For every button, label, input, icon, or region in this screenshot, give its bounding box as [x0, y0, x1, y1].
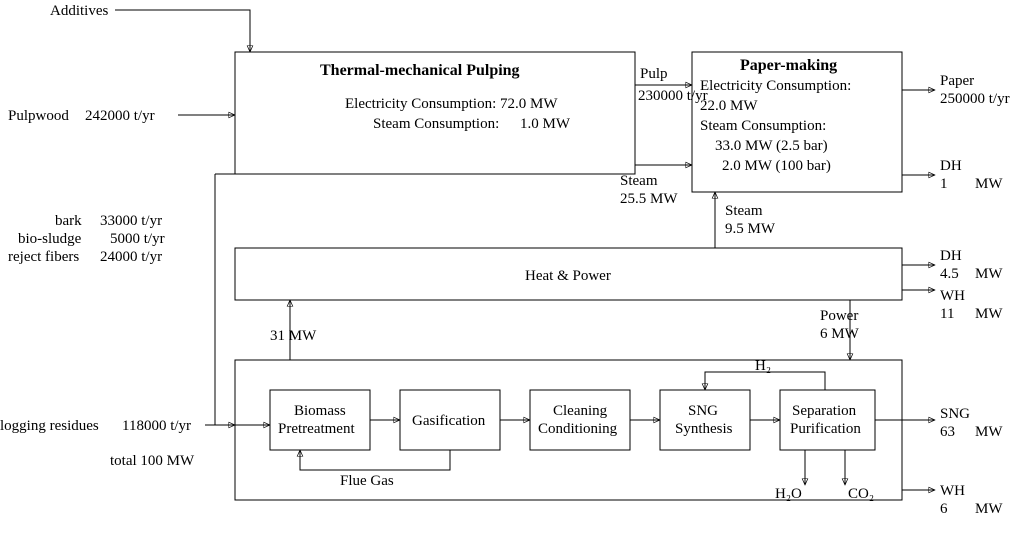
input-bark-label: bark: [55, 213, 82, 229]
output-dh2-l1: DH: [940, 248, 962, 264]
input-reject-value: 24000 t/yr: [100, 249, 162, 265]
input-total: total 100 MW: [110, 453, 195, 469]
input-biosludge-value: 5000 t/yr: [110, 231, 165, 247]
output-dh1-l2: 1: [940, 176, 948, 192]
output-paper-l2: 250000 t/yr: [940, 91, 1010, 107]
flow-power-l2: 6 MW: [820, 326, 860, 342]
output-sng-l1: SNG: [940, 406, 970, 422]
output-sng-unit: MW: [975, 424, 1003, 440]
flow-h2o: H₂O: [775, 486, 802, 502]
output-sng-l2: 63: [940, 424, 955, 440]
pulping-line2b: 1.0 MW: [520, 116, 571, 132]
output-wh2-unit: MW: [975, 501, 1003, 517]
paper-title: Paper-making: [740, 57, 837, 74]
block-cleaning-conditioning: [530, 390, 630, 450]
flow-h2: H₂: [755, 358, 771, 374]
flow-co2: CO₂: [848, 486, 874, 502]
output-wh1-l1: WH: [940, 288, 965, 304]
output-paper-l1: Paper: [940, 73, 974, 89]
heatpower-title: Heat & Power: [525, 268, 611, 284]
output-wh2-l1: WH: [940, 483, 965, 499]
output-wh1-l2: 11: [940, 306, 954, 322]
flow-pulp-l2: 230000 t/yr: [638, 88, 708, 104]
biomass-l2: Pretreatment: [278, 421, 355, 437]
input-reject-label: reject fibers: [8, 249, 79, 265]
block-biomass-pretreatment: [270, 390, 370, 450]
input-logging-label: logging residues: [0, 418, 99, 434]
sng-l2: Synthesis: [675, 421, 733, 437]
flow-power-l1: Power: [820, 308, 858, 324]
pulping-title: Thermal-mechanical Pulping: [320, 62, 520, 79]
flow-pulp-l1: Pulp: [640, 66, 668, 82]
paper-l3: Steam Consumption:: [700, 118, 826, 134]
input-pulpwood-value: 242000 t/yr: [85, 108, 155, 124]
pulping-line1: Electricity Consumption: 72.0 MW: [345, 96, 558, 112]
pulping-line2a: Steam Consumption:: [373, 116, 499, 132]
flow-steam95-l1: Steam: [725, 203, 763, 219]
paper-l2: 22.0 MW: [700, 98, 758, 114]
flow-steam25-l1: Steam: [620, 173, 658, 189]
flow-steam95-l2: 9.5 MW: [725, 221, 776, 237]
trunk-byproducts: [215, 174, 235, 425]
clean-l2: Conditioning: [538, 421, 618, 437]
flow-fluegas: Flue Gas: [340, 473, 394, 489]
input-logging-value: 118000 t/yr: [122, 418, 191, 434]
output-dh2-unit: MW: [975, 266, 1003, 282]
sep-l2: Purification: [790, 421, 861, 437]
input-biosludge-label: bio-sludge: [18, 231, 82, 247]
flow-steam25-l2: 25.5 MW: [620, 191, 678, 207]
output-dh1-unit: MW: [975, 176, 1003, 192]
block-sng-synthesis: [660, 390, 750, 450]
output-dh2-l2: 4.5: [940, 266, 959, 282]
sng-l1: SNG: [688, 403, 718, 419]
output-dh1-l1: DH: [940, 158, 962, 174]
paper-l5: 2.0 MW (100 bar): [722, 158, 831, 174]
output-wh1-unit: MW: [975, 306, 1003, 322]
arrow-fluegas: [300, 450, 450, 470]
sep-l1: Separation: [792, 403, 857, 419]
block-separation-purification: [780, 390, 875, 450]
arrow-additives-pulping: [115, 10, 250, 52]
output-wh2-l2: 6: [940, 501, 948, 517]
input-additives: Additives: [50, 3, 108, 19]
arrow-h2: [705, 372, 825, 390]
paper-l4: 33.0 MW (2.5 bar): [715, 138, 828, 154]
clean-l1: Cleaning: [553, 403, 608, 419]
input-bark-value: 33000 t/yr: [100, 213, 162, 229]
paper-l1: Electricity Consumption:: [700, 78, 851, 94]
flow-31mw: 31 MW: [270, 328, 317, 344]
biomass-l1: Biomass: [294, 403, 346, 419]
input-pulpwood-label: Pulpwood: [8, 108, 69, 124]
gasif-l1: Gasification: [412, 413, 486, 429]
